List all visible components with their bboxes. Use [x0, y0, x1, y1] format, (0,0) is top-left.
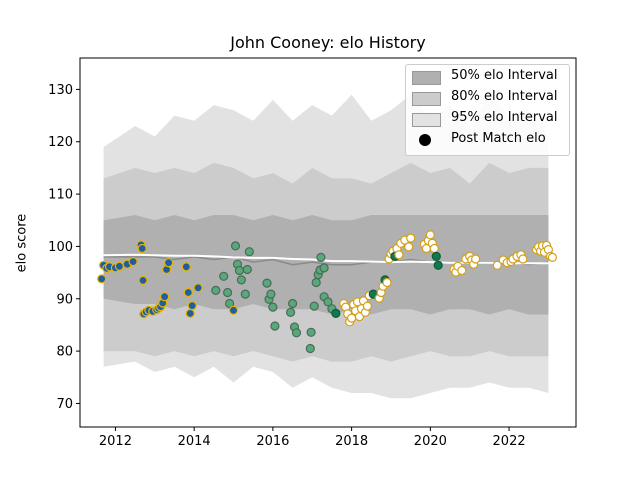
legend-label-80: 80% elo Interval [451, 89, 558, 104]
data-point [309, 301, 319, 311]
chart-title: John Cooney: elo History [230, 33, 426, 52]
data-point [268, 302, 278, 312]
data-point [471, 254, 481, 264]
data-point [291, 328, 302, 338]
x-tick-label: 2014 [178, 434, 211, 449]
data-point [547, 252, 558, 262]
data-point [240, 289, 250, 299]
data-point [219, 271, 229, 281]
data-point [242, 264, 252, 275]
y-tick-label: 130 [48, 83, 73, 98]
x-tick-label: 2016 [256, 434, 289, 449]
data-point [306, 327, 316, 337]
data-point [138, 275, 148, 285]
data-point [457, 265, 467, 276]
y-tick-label: 100 [48, 240, 73, 255]
data-point [244, 247, 254, 257]
y-tick-label: 110 [48, 188, 73, 203]
x-tick-label: 2012 [99, 434, 132, 449]
legend-swatch-95 [412, 113, 441, 127]
y-tick-label: 70 [56, 397, 73, 412]
legend-swatch-80 [412, 92, 441, 106]
data-point [331, 308, 341, 318]
data-point [211, 285, 221, 295]
data-point [262, 278, 272, 288]
data-point [362, 301, 372, 311]
y-tick-label: 90 [56, 292, 73, 307]
data-point [164, 258, 174, 268]
data-point [181, 262, 191, 272]
plot-frame [79, 57, 577, 428]
data-point [305, 343, 315, 354]
data-point [382, 277, 392, 288]
data-point [492, 260, 502, 270]
plot-area [97, 94, 558, 399]
data-point [187, 301, 197, 311]
data-point [425, 230, 435, 240]
data-point [185, 308, 195, 318]
data-point [137, 243, 147, 254]
data-point [183, 287, 193, 298]
data-point [404, 242, 414, 252]
data-point [394, 250, 404, 260]
data-point [270, 321, 280, 331]
data-point [230, 241, 241, 251]
data-point [429, 243, 439, 254]
legend-label-95: 95% elo Interval [451, 110, 558, 125]
legend: 50% elo Interval 80% elo Interval 95% el… [405, 64, 570, 156]
y-axis-label: elo score [14, 213, 30, 273]
data-point [323, 297, 333, 307]
data-point [97, 274, 107, 284]
data-point [114, 261, 125, 271]
data-point [228, 305, 239, 315]
legend-label-50: 50% elo Interval [451, 68, 558, 83]
legend-swatch-50 [412, 71, 441, 85]
data-point [347, 313, 357, 323]
data-point [128, 257, 138, 267]
data-point [225, 298, 235, 309]
data-point [311, 277, 321, 288]
data-point [286, 307, 296, 317]
legend-label-post-match: Post Match elo [451, 131, 546, 146]
data-point [288, 298, 298, 309]
y-tick-label: 120 [48, 135, 73, 150]
data-point [431, 251, 441, 261]
x-tick-label: 2018 [335, 434, 368, 449]
data-point [234, 265, 244, 276]
data-point [223, 287, 233, 298]
data-point [319, 263, 329, 273]
data-point [266, 289, 276, 299]
data-point [316, 252, 326, 262]
x-tick-label: 2020 [414, 434, 447, 449]
data-point [160, 292, 170, 302]
data-point [518, 254, 528, 264]
data-point [433, 260, 443, 270]
data-point [236, 275, 246, 285]
data-point [406, 233, 416, 243]
data-point [193, 283, 203, 293]
x-tick-label: 2022 [493, 434, 526, 449]
y-tick-label: 80 [56, 345, 73, 360]
legend-marker-dot [419, 134, 431, 146]
